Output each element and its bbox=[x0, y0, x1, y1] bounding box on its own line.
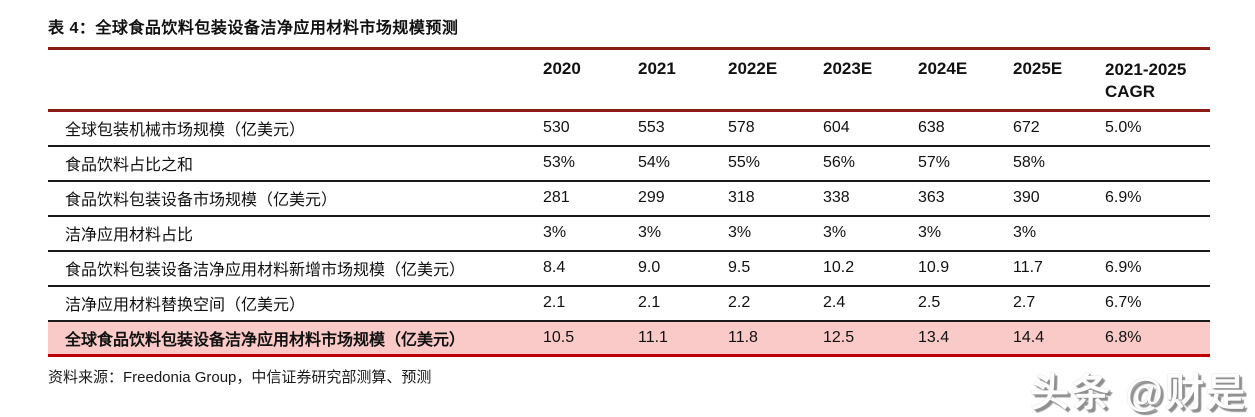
cell: 3% bbox=[1013, 224, 1037, 241]
cell: 638 bbox=[918, 119, 945, 137]
cell: 281 bbox=[543, 189, 570, 206]
cell: 8.4 bbox=[543, 259, 566, 276]
col-header-cagr: 2021-2025 CAGR bbox=[1105, 49, 1210, 111]
cell: 58% bbox=[1013, 154, 1046, 171]
col-header-2025e: 2025E bbox=[1013, 59, 1063, 78]
cell: 10.9 bbox=[918, 259, 950, 276]
col-header-2022e: 2022E bbox=[728, 59, 778, 78]
row-label: 食品饮料占比之和 bbox=[65, 157, 194, 174]
col-header-2023e: 2023E bbox=[823, 59, 873, 78]
table-row: 食品饮料占比之和 53% 54% 55% 56% 57% 58% bbox=[48, 146, 1210, 181]
row-label: 食品饮料包装设备洁净应用材料新增市场规模（亿美元） bbox=[65, 262, 466, 279]
cell: 12.5 bbox=[823, 328, 855, 346]
table-row: 洁净应用材料占比 3% 3% 3% 3% 3% 3% bbox=[48, 216, 1210, 251]
row-label: 洁净应用材料占比 bbox=[65, 227, 194, 244]
table-row: 食品饮料包装设备洁净应用材料新增市场规模（亿美元） 8.4 9.0 9.5 10… bbox=[48, 251, 1210, 286]
cell: 3% bbox=[823, 224, 847, 241]
row-label: 全球包装机械市场规模（亿美元） bbox=[65, 122, 306, 140]
table-row-highlighted-total: 全球食品饮料包装设备洁净应用材料市场规模（亿美元） 10.5 11.1 11.8… bbox=[48, 320, 1210, 356]
cell: 3% bbox=[728, 224, 752, 241]
cell: 2.2 bbox=[728, 294, 751, 311]
row-label: 食品饮料包装设备市场规模（亿美元） bbox=[65, 192, 338, 209]
cell: 2.1 bbox=[543, 294, 566, 311]
cell: 299 bbox=[638, 189, 665, 206]
cell: 13.4 bbox=[918, 328, 950, 346]
cell: 5.0% bbox=[1105, 119, 1142, 137]
cell bbox=[1105, 216, 1210, 251]
cell: 6.9% bbox=[1105, 189, 1142, 206]
cell: 6.9% bbox=[1105, 259, 1142, 276]
cell: 604 bbox=[823, 119, 850, 137]
cell: 54% bbox=[638, 154, 671, 171]
col-header-2024e: 2024E bbox=[918, 59, 968, 78]
cell: 2.4 bbox=[823, 294, 846, 311]
watermark: 头条 @财是 bbox=[1030, 372, 1247, 415]
cell: 578 bbox=[728, 119, 755, 137]
cell: 672 bbox=[1013, 119, 1040, 137]
cell: 2.1 bbox=[638, 294, 661, 311]
cagr-header-line1: 2021-2025 bbox=[1105, 60, 1187, 79]
cell: 53% bbox=[543, 154, 576, 171]
cell: 10.5 bbox=[543, 328, 575, 346]
cell: 55% bbox=[728, 154, 761, 171]
forecast-table: 2020 2021 2022E 2023E 2024E 2025E 2021-2… bbox=[48, 47, 1210, 357]
cell: 530 bbox=[543, 119, 570, 137]
cell: 57% bbox=[918, 154, 951, 171]
row-label: 洁净应用材料替换空间（亿美元） bbox=[65, 297, 306, 314]
cell bbox=[1105, 146, 1210, 181]
source-note: 资料来源：Freedonia Group，中信证券研究部测算、预测 bbox=[48, 369, 432, 386]
cell: 9.0 bbox=[638, 259, 661, 276]
cell: 11.1 bbox=[638, 328, 668, 346]
cell: 3% bbox=[638, 224, 662, 241]
cell: 2.7 bbox=[1013, 294, 1036, 311]
row-label: 全球食品饮料包装设备洁净应用材料市场规模（亿美元） bbox=[65, 331, 466, 349]
col-header-2020: 2020 bbox=[543, 59, 581, 78]
table-row: 全球包装机械市场规模（亿美元） 530 553 578 604 638 672 … bbox=[48, 111, 1210, 146]
header-row: 2020 2021 2022E 2023E 2024E 2025E 2021-2… bbox=[48, 48, 1210, 111]
cell: 10.2 bbox=[823, 259, 855, 276]
cell: 6.8% bbox=[1105, 328, 1142, 346]
header-empty-cell bbox=[48, 49, 543, 111]
cell: 2.5 bbox=[918, 294, 941, 311]
cell: 56% bbox=[823, 154, 856, 171]
cell: 11.7 bbox=[1013, 259, 1043, 276]
cell: 14.4 bbox=[1013, 328, 1045, 346]
col-header-2021: 2021 bbox=[638, 59, 676, 78]
cell: 9.5 bbox=[728, 259, 751, 276]
cell: 6.7% bbox=[1105, 294, 1142, 311]
table-row: 食品饮料包装设备市场规模（亿美元） 281 299 318 338 363 39… bbox=[48, 181, 1210, 216]
cell: 553 bbox=[638, 119, 665, 137]
cell: 338 bbox=[823, 189, 850, 206]
table-row: 洁净应用材料替换空间（亿美元） 2.1 2.1 2.2 2.4 2.5 2.7 … bbox=[48, 286, 1210, 321]
cell: 11.8 bbox=[728, 328, 758, 346]
table-title: 表 4：全球食品饮料包装设备洁净应用材料市场规模预测 bbox=[48, 20, 459, 37]
cagr-header-line2: CAGR bbox=[1105, 82, 1156, 101]
cell: 3% bbox=[543, 224, 567, 241]
cell: 318 bbox=[728, 189, 755, 206]
cell: 390 bbox=[1013, 189, 1040, 206]
cell: 3% bbox=[918, 224, 942, 241]
cell: 363 bbox=[918, 189, 945, 206]
